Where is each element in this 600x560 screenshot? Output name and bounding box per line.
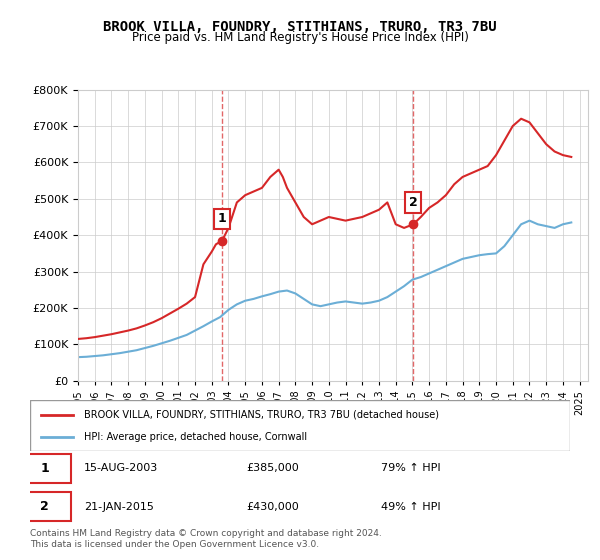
Text: BROOK VILLA, FOUNDRY, STITHIANS, TRURO, TR3 7BU (detached house): BROOK VILLA, FOUNDRY, STITHIANS, TRURO, … — [84, 409, 439, 419]
FancyBboxPatch shape — [19, 492, 71, 521]
Text: 2: 2 — [40, 500, 49, 514]
Text: 15-AUG-2003: 15-AUG-2003 — [84, 463, 158, 473]
Text: BROOK VILLA, FOUNDRY, STITHIANS, TRURO, TR3 7BU: BROOK VILLA, FOUNDRY, STITHIANS, TRURO, … — [103, 20, 497, 34]
Text: 49% ↑ HPI: 49% ↑ HPI — [381, 502, 440, 512]
Text: Contains HM Land Registry data © Crown copyright and database right 2024.
This d: Contains HM Land Registry data © Crown c… — [30, 529, 382, 549]
Text: 1: 1 — [218, 212, 227, 225]
Text: 79% ↑ HPI: 79% ↑ HPI — [381, 463, 440, 473]
FancyBboxPatch shape — [19, 454, 71, 483]
Text: Price paid vs. HM Land Registry's House Price Index (HPI): Price paid vs. HM Land Registry's House … — [131, 31, 469, 44]
FancyBboxPatch shape — [30, 400, 570, 451]
Text: 21-JAN-2015: 21-JAN-2015 — [84, 502, 154, 512]
Text: £430,000: £430,000 — [246, 502, 299, 512]
Text: 2: 2 — [409, 196, 418, 209]
Text: £385,000: £385,000 — [246, 463, 299, 473]
Text: 1: 1 — [40, 462, 49, 475]
Text: HPI: Average price, detached house, Cornwall: HPI: Average price, detached house, Corn… — [84, 432, 307, 442]
